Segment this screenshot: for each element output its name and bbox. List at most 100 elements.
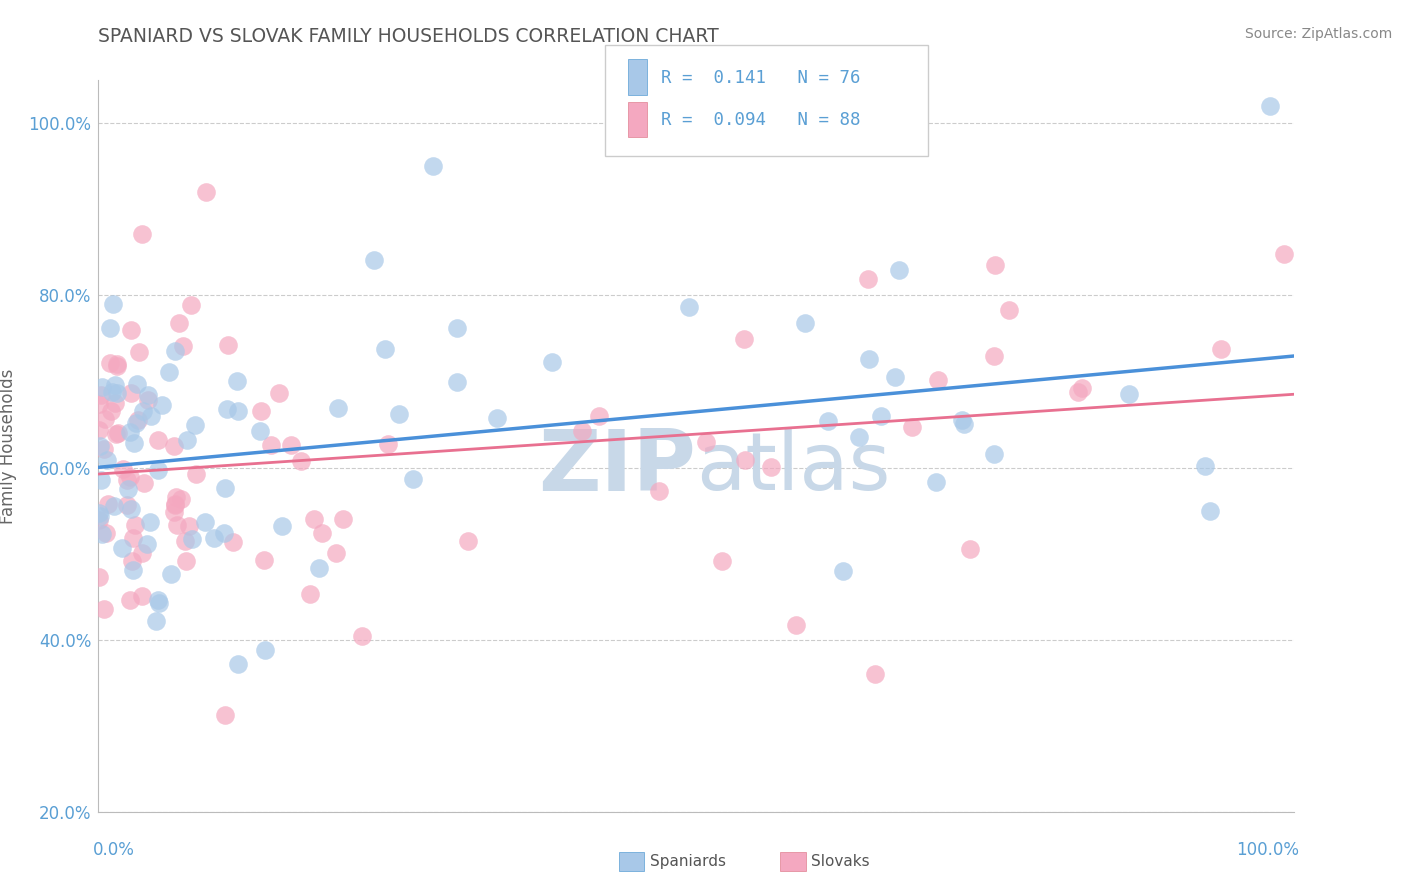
Point [115, 499, 138, 513]
Point [269, 386, 291, 401]
Point [131, 227, 153, 241]
Point [298, 587, 321, 601]
Point [734, 453, 756, 467]
Point [983, 447, 1005, 461]
Point [648, 483, 671, 498]
Point [93, 442, 115, 456]
Point [172, 338, 194, 352]
Point [90, 473, 112, 487]
Point [332, 512, 354, 526]
Point [181, 532, 204, 546]
Point [571, 424, 593, 438]
Point [997, 303, 1019, 318]
Point [157, 365, 180, 379]
Text: 0.0%: 0.0% [93, 841, 135, 859]
Point [214, 708, 236, 723]
Point [93, 601, 115, 615]
Point [959, 541, 981, 556]
Point [101, 384, 124, 399]
Point [422, 159, 444, 173]
Point [167, 317, 190, 331]
Point [87, 513, 110, 527]
Point [832, 565, 855, 579]
Point [1258, 99, 1281, 113]
Text: R =  0.141   N = 76: R = 0.141 N = 76 [661, 69, 860, 87]
Point [120, 469, 142, 483]
Text: Spaniards: Spaniards [650, 855, 725, 869]
Point [136, 393, 159, 408]
Point [794, 317, 817, 331]
Text: Source: ZipAtlas.com: Source: ZipAtlas.com [1244, 27, 1392, 41]
Point [541, 355, 564, 369]
Point [1194, 458, 1216, 473]
Point [184, 467, 207, 482]
Point [87, 506, 110, 520]
Point [121, 554, 143, 568]
Point [125, 417, 148, 431]
Point [588, 409, 610, 424]
Point [217, 401, 239, 416]
Point [328, 401, 350, 416]
Point [260, 437, 283, 451]
Point [711, 554, 734, 568]
Point [352, 629, 374, 643]
Point [105, 426, 128, 441]
Point [122, 435, 145, 450]
Point [226, 657, 249, 671]
Point [249, 424, 271, 438]
Point [148, 463, 170, 477]
Point [136, 388, 159, 402]
Point [1209, 342, 1232, 356]
Point [97, 497, 120, 511]
Point [117, 483, 139, 497]
Point [1199, 503, 1222, 517]
Point [101, 296, 124, 310]
Point [678, 300, 700, 314]
Point [163, 498, 186, 512]
Point [148, 434, 170, 448]
Point [120, 425, 142, 440]
Point [111, 462, 134, 476]
Point [107, 425, 129, 440]
Point [177, 519, 200, 533]
Point [145, 614, 167, 628]
Point [170, 492, 193, 507]
Text: ZIP: ZIP [538, 426, 696, 509]
Text: 100.0%: 100.0% [1236, 841, 1299, 859]
Point [120, 323, 142, 337]
Point [105, 357, 128, 371]
Point [927, 373, 949, 387]
Point [250, 403, 273, 417]
Point [446, 375, 468, 389]
Point [150, 399, 173, 413]
Point [127, 413, 149, 427]
Point [163, 497, 186, 511]
Point [280, 438, 302, 452]
Point [733, 332, 755, 346]
Text: Slovaks: Slovaks [811, 855, 870, 869]
Point [90, 380, 112, 394]
Point [984, 258, 1007, 272]
Point [165, 490, 187, 504]
Point [121, 531, 143, 545]
Point [457, 534, 479, 549]
Point [96, 453, 118, 467]
Point [889, 262, 911, 277]
Text: R =  0.094   N = 88: R = 0.094 N = 88 [661, 112, 860, 129]
Point [446, 321, 468, 335]
Point [104, 395, 127, 409]
Point [89, 508, 111, 523]
Point [304, 512, 326, 526]
Point [89, 397, 111, 411]
Point [194, 515, 217, 529]
Point [90, 388, 112, 402]
Point [785, 618, 807, 632]
Point [160, 567, 183, 582]
Point [217, 338, 239, 352]
Point [401, 472, 423, 486]
Point [174, 554, 197, 568]
Point [120, 502, 142, 516]
Text: atlas: atlas [696, 429, 890, 507]
Point [254, 643, 277, 657]
Point [105, 359, 128, 374]
